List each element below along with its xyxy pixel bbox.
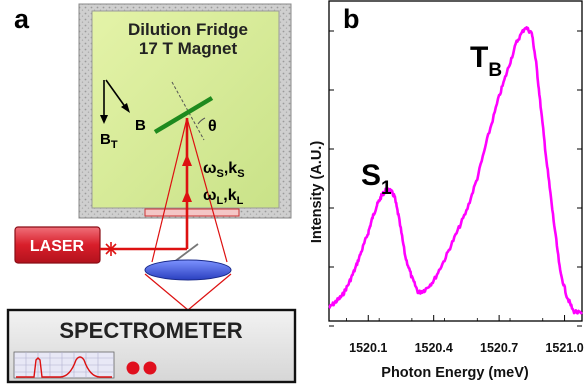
panel-a-letter: a bbox=[14, 4, 30, 34]
cone-left bbox=[151, 117, 188, 263]
x-tick-label-0: 1520.1 bbox=[349, 341, 387, 355]
indicator-light-1 bbox=[126, 361, 140, 375]
theta-label: θ bbox=[208, 118, 217, 135]
beam-splitter bbox=[173, 243, 199, 263]
spectrometer-label: SPECTROMETER bbox=[59, 318, 242, 343]
field-label-b: B bbox=[135, 117, 146, 134]
lens bbox=[144, 259, 232, 281]
indicator-light-2 bbox=[143, 361, 157, 375]
y-axis-label: Intensity (A.U.) bbox=[309, 141, 325, 243]
focus-right bbox=[187, 273, 232, 311]
up-arrow-scattered bbox=[182, 154, 192, 166]
panel-b: b 1520.1 1520.4 1520.7 1521.0 Photon Energy… bbox=[309, 0, 584, 381]
plot-frame bbox=[328, 0, 583, 322]
scattered-wave-label: ωS,kS bbox=[203, 160, 245, 180]
sample-mirror: θ bbox=[153, 81, 217, 141]
cone-right bbox=[186, 117, 228, 263]
panel-a: a Dilution Fridge 17 T Magnet B BT θ bbox=[6, 3, 297, 384]
spectrometer-box: SPECTROMETER bbox=[6, 308, 297, 384]
collection-optics bbox=[144, 259, 232, 311]
peak-label-s1: S1 bbox=[361, 159, 392, 199]
fridge-window bbox=[144, 208, 240, 217]
x-axis-ticks: 1520.1 1520.4 1520.7 1521.0 bbox=[346, 315, 584, 355]
spectrometer-screen bbox=[13, 351, 115, 379]
laser-box bbox=[14, 226, 101, 264]
series-layer bbox=[328, 26, 583, 315]
laser-label: LASER bbox=[30, 238, 85, 255]
beam-paths: ωS,kS ωL,kL bbox=[151, 117, 245, 263]
sample-mirror-line bbox=[153, 96, 214, 134]
field-label-bt: BT bbox=[100, 131, 118, 151]
laser-star-icon bbox=[104, 242, 118, 256]
x-tick-label-3: 1521.0 bbox=[545, 341, 583, 355]
panel-b-letter: b bbox=[343, 4, 360, 34]
up-arrow-laser bbox=[182, 190, 192, 202]
sample-normal bbox=[171, 81, 205, 141]
x-tick-label-1: 1520.4 bbox=[415, 341, 453, 355]
focus-left bbox=[144, 273, 189, 311]
mini-spectrum bbox=[16, 356, 112, 378]
field-arrows: B BT bbox=[100, 79, 146, 151]
x-axis-label: Photon Energy (meV) bbox=[381, 365, 529, 381]
y-axis-ticks bbox=[329, 30, 582, 327]
x-tick-label-2: 1520.7 bbox=[480, 341, 518, 355]
fridge-title-line1: Dilution Fridge bbox=[128, 20, 248, 39]
laser-source: LASER bbox=[14, 226, 199, 264]
spectrum-plot: 1520.1 1520.4 1520.7 1521.0 bbox=[328, 0, 584, 355]
b-arrow bbox=[105, 79, 127, 109]
fridge-title-line2: 17 T Magnet bbox=[139, 39, 238, 58]
series-line-0 bbox=[328, 26, 583, 315]
peak-label-tb: TB bbox=[470, 41, 502, 81]
dilution-fridge-box: Dilution Fridge 17 T Magnet bbox=[78, 3, 292, 219]
laser-wave-label: ωL,kL bbox=[203, 187, 244, 207]
